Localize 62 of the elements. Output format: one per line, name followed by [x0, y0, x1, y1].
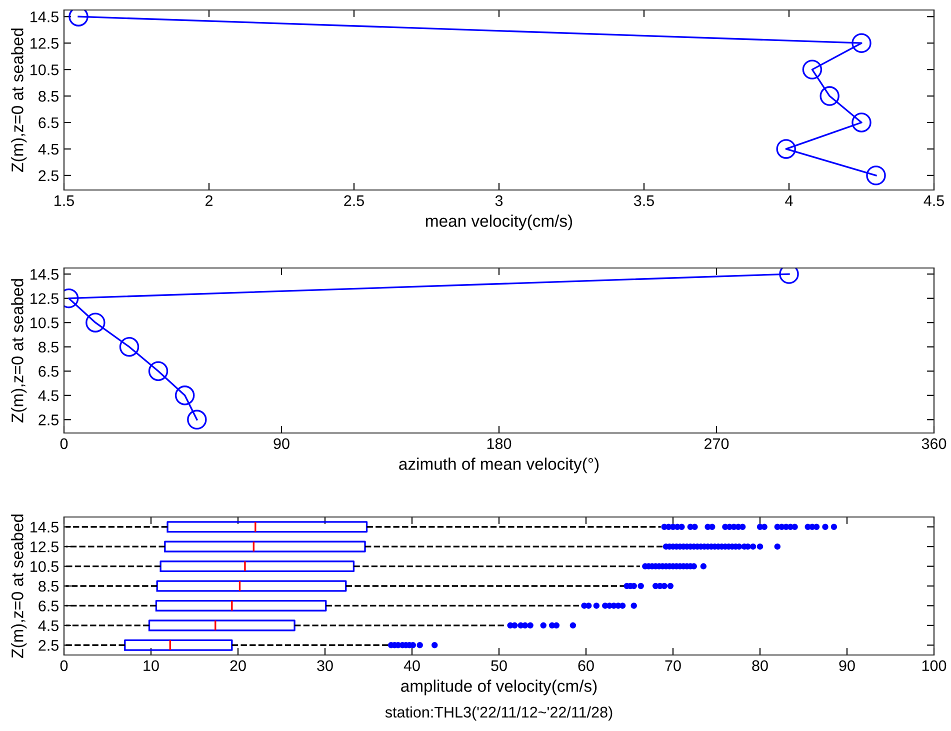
y-tick-label: 10.5	[30, 64, 58, 76]
x-tick-label: 50	[491, 660, 507, 672]
point	[86, 312, 106, 332]
point	[776, 139, 796, 159]
y-tick-label: 2.5	[38, 414, 58, 426]
x-tick-label: 2	[206, 195, 212, 206]
y-tick-label: 8.5	[38, 90, 58, 102]
x-tick-label: 0	[60, 438, 68, 450]
y-axis-title: Z(m),z=0 at seabed	[11, 279, 27, 422]
y-tick-label: 6.5	[38, 366, 58, 377]
x-tick-label: 3.5	[634, 195, 654, 206]
y-tick-label: 4.5	[38, 620, 58, 632]
point	[174, 386, 195, 406]
x-tick-label: 90	[839, 660, 855, 672]
y-axis-title: Z(m),z=0 at seabed	[11, 28, 27, 172]
x-tick-label: 3	[495, 195, 503, 206]
y-tick-label: 6.5	[38, 600, 58, 612]
y-tick-label: 12.5	[30, 293, 58, 304]
x-tick-label: 80	[752, 660, 768, 672]
point	[148, 361, 168, 381]
y-axis-title: Z(m),z=0 at seabed	[11, 514, 27, 658]
x-axis-title: azimuth of mean velocity(°)	[399, 458, 599, 474]
y-tick-label: 4.5	[38, 144, 58, 155]
x-tick-label: 180	[487, 438, 512, 450]
y-tick-label: 14.5	[30, 522, 58, 533]
y-tick-label: 14.5	[30, 12, 58, 22]
x-tick-label: 2.5	[344, 195, 364, 206]
point	[820, 86, 840, 106]
y-tick-label: 8.5	[38, 580, 58, 592]
x-axis-title: amplitude of velocity(cm/s)	[401, 680, 597, 696]
x-tick-label: 30	[317, 660, 333, 672]
point	[852, 33, 872, 53]
y-tick-label: 12.5	[30, 541, 58, 552]
x-tick-label: 4	[785, 195, 793, 206]
y-tick-label: 10.5	[30, 561, 58, 572]
y-tick-label: 10.5	[30, 317, 58, 328]
point	[119, 336, 140, 357]
x-tick-label: 360	[922, 438, 946, 450]
x-tick-label: 90	[274, 438, 290, 450]
x-tick-label: 1.5	[54, 195, 74, 206]
y-tick-label: 14.5	[30, 269, 58, 280]
x-tick-label: 10	[144, 660, 159, 672]
y-tick-label: 12.5	[30, 38, 58, 49]
x-tick-label: 270	[704, 438, 729, 450]
x-axis-title: mean velocity(cm/s)	[426, 214, 572, 230]
x-tick-label: 100	[922, 660, 946, 672]
x-tick-label: 60	[578, 660, 594, 672]
x-tick-label: 70	[665, 660, 681, 672]
y-tick-label: 2.5	[38, 640, 58, 651]
y-tick-label: 4.5	[38, 390, 58, 402]
y-tick-label: 6.5	[38, 117, 58, 128]
point	[866, 166, 886, 186]
y-tick-label: 8.5	[38, 342, 58, 353]
x-tick-label: 20	[230, 660, 246, 672]
x-tick-label: 4.5	[924, 195, 944, 206]
y-tick-label: 2.5	[38, 170, 58, 182]
point	[187, 410, 207, 430]
text: station:THL3('22/11/12~'22/11/28)	[385, 706, 612, 721]
x-tick-label: 0	[60, 660, 68, 672]
point	[802, 60, 822, 80]
point	[852, 112, 872, 132]
x-tick-label: 40	[404, 660, 420, 672]
